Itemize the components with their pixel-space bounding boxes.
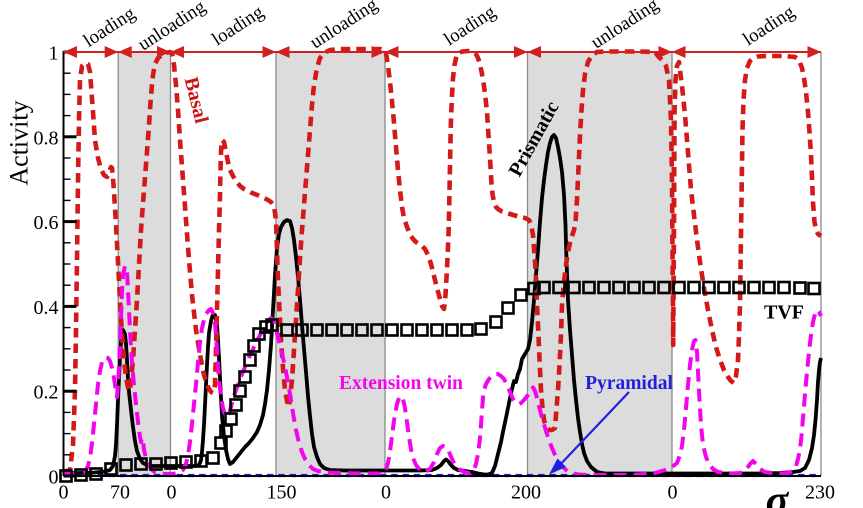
svg-text:150: 150 [267,482,297,504]
svg-text:0.4: 0.4 [34,297,59,319]
svg-text:Pyramidal: Pyramidal [585,373,673,394]
svg-text:0.2: 0.2 [34,382,59,404]
svg-text:230: 230 [805,482,835,504]
svg-text:70: 70 [110,482,130,504]
svg-text:1: 1 [49,43,59,65]
svg-text:0: 0 [381,482,391,504]
svg-text:0: 0 [167,482,177,504]
svg-text:0: 0 [668,482,678,504]
svg-text:0: 0 [49,467,59,489]
svg-text:σ: σ [766,478,790,508]
svg-text:0: 0 [59,482,69,504]
svg-text:TVF: TVF [764,302,804,324]
svg-text:Activity: Activity [5,100,34,185]
svg-text:0.6: 0.6 [34,212,59,234]
svg-text:0.8: 0.8 [34,127,59,149]
svg-text:200: 200 [511,482,541,504]
svg-text:Extension twin: Extension twin [339,373,463,394]
